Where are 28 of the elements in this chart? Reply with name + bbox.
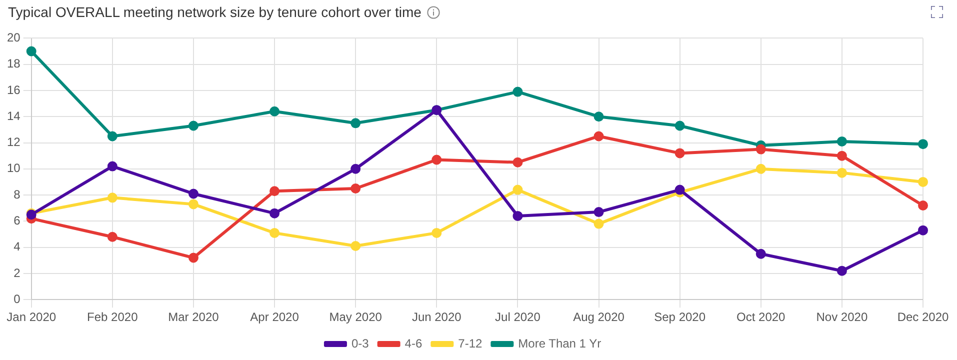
y-tick-label: 6 [14, 213, 21, 228]
x-tick-label: May 2020 [329, 310, 382, 324]
x-tick-label: Apr 2020 [250, 310, 300, 324]
legend-label: 0-3 [351, 336, 370, 350]
x-tick-label: Sep 2020 [654, 310, 706, 324]
x-tick-label: Oct 2020 [736, 310, 786, 324]
y-tick-label: 20 [6, 30, 21, 45]
y-tick-label: 10 [6, 161, 21, 176]
x-tick-label: Dec 2020 [897, 310, 950, 324]
legend-label: 7-12 [458, 336, 482, 350]
x-tick-label: Feb 2020 [87, 310, 138, 324]
x-tick-label: Jul 2020 [495, 310, 541, 324]
y-tick-label: 0 [14, 292, 21, 306]
x-tick-label: Nov 2020 [816, 310, 868, 324]
y-tick-label: 16 [6, 82, 21, 97]
chart-title: Typical OVERALL meeting network size by tenure cohort over time [8, 4, 422, 20]
y-tick-label: 2 [14, 266, 21, 280]
y-tick-label: 4 [14, 240, 21, 254]
legend-label: 4-6 [404, 336, 422, 350]
y-tick-label: 12 [6, 135, 21, 150]
legend-label: More Than 1 Yr [518, 336, 602, 350]
x-tick-label: Jan 2020 [6, 310, 56, 324]
y-tick-label: 18 [6, 56, 21, 71]
y-tick-label: 14 [6, 108, 21, 123]
y-tick-label: 8 [14, 187, 21, 202]
x-tick-label: Aug 2020 [573, 310, 625, 324]
x-tick-label: Mar 2020 [168, 310, 220, 324]
x-tick-label: Jun 2020 [412, 310, 462, 324]
